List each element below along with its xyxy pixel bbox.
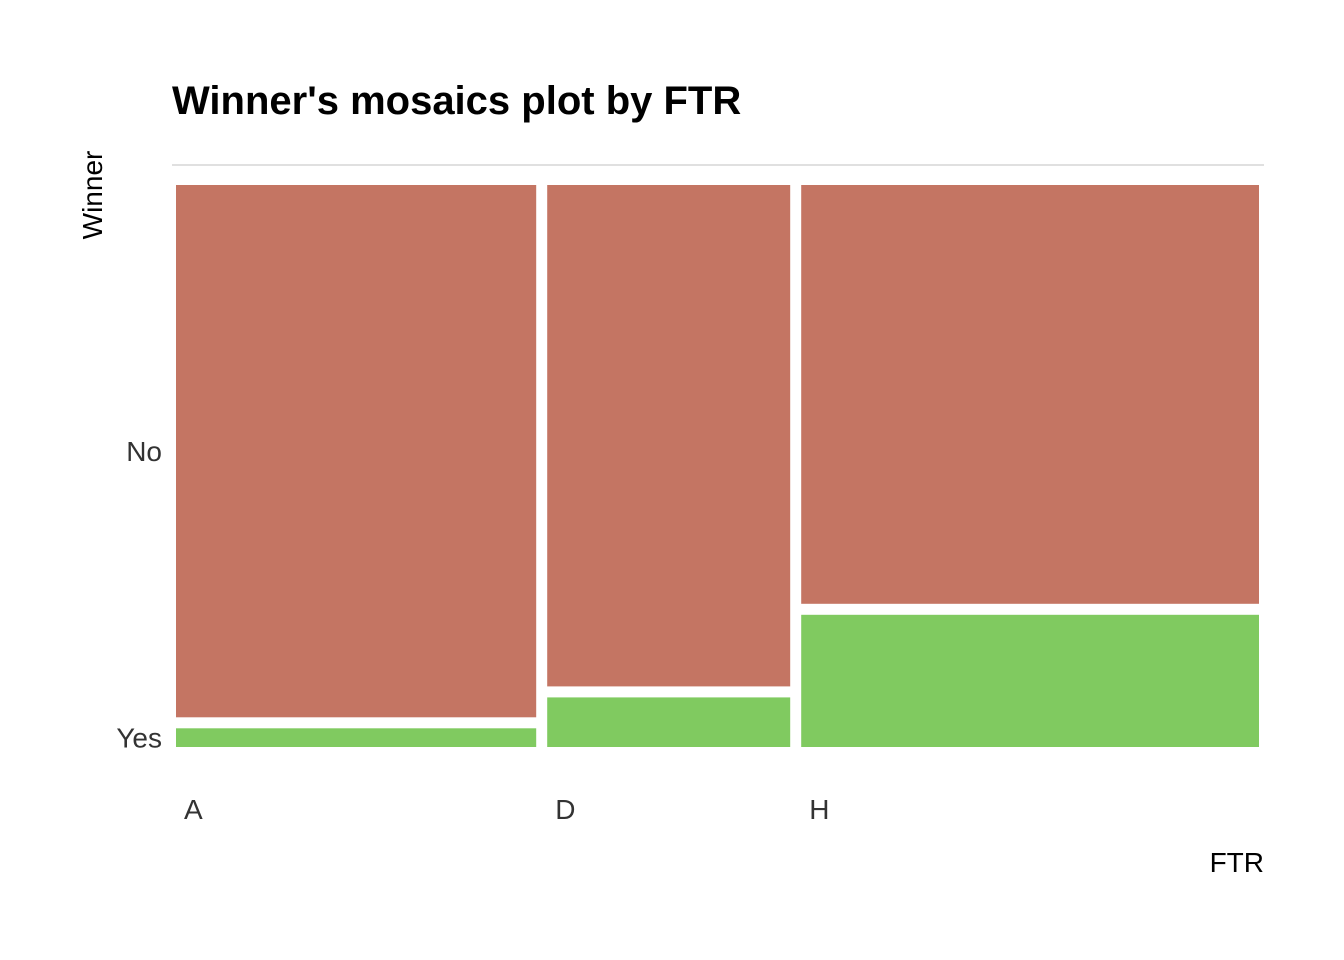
x-tick-d: D [555,794,575,825]
x-tick-h: H [809,794,829,825]
y-axis-title: Winner [77,151,108,240]
tile-h-no [801,185,1259,604]
tile-a-no [176,185,537,718]
x-axis-title: FTR [1210,847,1264,878]
chart-title: Winner's mosaics plot by FTR [172,79,741,123]
mosaic-tiles [176,185,1259,747]
y-tick-no: No [126,436,162,467]
tile-d-no [547,185,791,687]
x-tick-a: A [184,794,203,825]
tile-d-yes [547,697,791,747]
tile-h-yes [801,614,1259,747]
tile-a-yes [176,728,537,747]
y-tick-labels: Yes No [116,436,162,753]
y-tick-yes: Yes [116,723,162,754]
